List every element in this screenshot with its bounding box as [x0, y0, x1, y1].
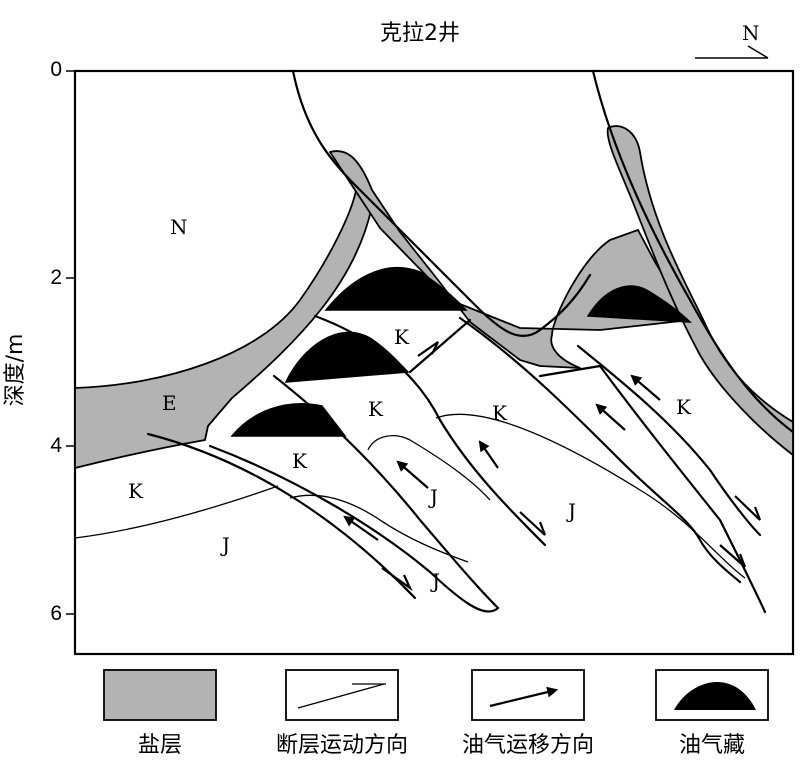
- fault-4: [313, 314, 547, 547]
- tick-label: 6: [50, 602, 62, 625]
- section-frame: [73, 69, 795, 656]
- kj-boundary-3: [367, 435, 491, 501]
- tick-label: 0: [50, 58, 62, 81]
- section-body: N E K K K K K K J J J J: [74, 69, 795, 614]
- north-label: N: [742, 21, 760, 45]
- formation-label-j: J: [566, 499, 576, 523]
- fault-3: [272, 374, 500, 610]
- oil-reservoir-3: [324, 267, 468, 311]
- kj-boundary-4: [435, 413, 746, 579]
- legend-reservoir-icon: [674, 682, 756, 710]
- legend-swatch-fault: [285, 669, 399, 721]
- legend-swatch-salt: [103, 669, 217, 721]
- legend: 盐层 断层运动方向 油气运移方向 油气藏: [103, 669, 769, 758]
- salt-layer-right: [606, 125, 794, 456]
- fault-main: [291, 69, 592, 338]
- formation-label-k: K: [676, 395, 692, 419]
- y-axis-ticks: 0 2 4 6: [50, 58, 75, 625]
- north-arrow-icon: N: [695, 21, 769, 59]
- fault-9: [598, 364, 767, 614]
- fault-right-main: [591, 69, 795, 434]
- tick-label: 4: [50, 434, 62, 457]
- fault-5: [408, 318, 472, 374]
- kj-boundary-left: [74, 485, 279, 539]
- migration-arrows: [343, 374, 661, 541]
- formation-label-k: K: [292, 449, 308, 473]
- formation-label-k: K: [492, 401, 508, 425]
- y-axis-label: 深度/m: [3, 334, 28, 407]
- fault-motion-arrows: [381, 341, 762, 592]
- formation-label-k: K: [394, 325, 410, 349]
- fault-1: [146, 432, 417, 600]
- formation-label-k: K: [368, 397, 384, 421]
- fault-2: [208, 444, 500, 613]
- fault-6: [458, 316, 742, 584]
- formation-label-k: K: [128, 479, 144, 503]
- oil-reservoir-2: [284, 331, 410, 383]
- formation-label-j: J: [220, 533, 230, 557]
- well-title: 克拉2井: [380, 21, 460, 46]
- legend-label-fault: 断层运动方向: [276, 733, 408, 758]
- fault-7: [538, 364, 602, 378]
- tick-label: 2: [50, 266, 62, 289]
- formation-label-j: J: [428, 485, 438, 509]
- fault-8: [576, 344, 762, 537]
- formation-label-j: J: [430, 569, 440, 593]
- legend-label-migration: 油气运移方向: [462, 733, 594, 758]
- formation-label-n: N: [170, 215, 188, 239]
- formation-label-e: E: [162, 391, 177, 415]
- legend-label-reservoir: 油气藏: [679, 733, 745, 758]
- legend-label-salt: 盐层: [138, 733, 182, 758]
- oil-reservoir-4: [586, 285, 692, 323]
- legend-swatch-migration: [471, 669, 585, 721]
